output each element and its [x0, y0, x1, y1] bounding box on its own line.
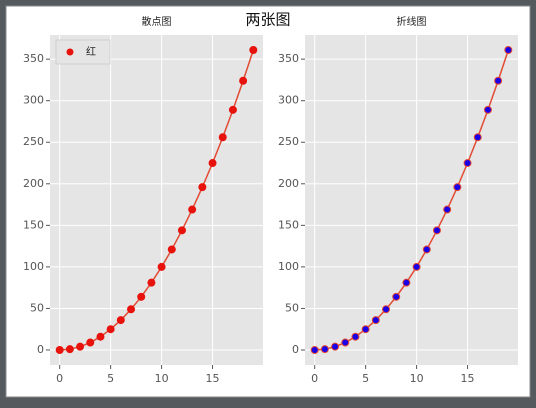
point	[402, 278, 411, 287]
y-tick-label: 50	[285, 301, 299, 314]
point	[147, 278, 156, 287]
legend-label: 红	[86, 45, 96, 58]
y-tick-label: 350	[278, 52, 299, 65]
x-tick-label: 15	[461, 372, 475, 385]
point	[167, 245, 176, 254]
point	[473, 133, 482, 142]
x-tick-label: 0	[56, 372, 63, 385]
point	[65, 345, 74, 354]
point	[198, 183, 207, 192]
point	[341, 338, 350, 347]
point	[453, 183, 462, 192]
point	[96, 332, 105, 341]
point	[494, 76, 503, 85]
x-tick-label: 10	[410, 372, 424, 385]
point	[106, 325, 115, 334]
x-tick-label: 15	[206, 372, 220, 385]
y-tick-label: 250	[23, 135, 44, 148]
y-tick-label: 150	[278, 218, 299, 231]
point	[127, 305, 136, 314]
point	[218, 133, 227, 142]
point	[208, 159, 217, 168]
y-tick-label: 100	[278, 260, 299, 273]
point	[76, 342, 85, 351]
point	[351, 332, 360, 341]
y-tick-label: 200	[23, 177, 44, 190]
y-tick-label: 100	[23, 260, 44, 273]
figure-title: 两张图	[245, 11, 290, 29]
chart-title: 散点图	[142, 15, 172, 28]
legend-marker	[66, 48, 74, 56]
point	[116, 316, 125, 325]
point	[320, 345, 329, 354]
x-tick-label: 10	[155, 372, 169, 385]
point	[157, 262, 166, 271]
point	[504, 46, 513, 54]
y-tick-label: 0	[37, 343, 44, 356]
plot-area	[50, 35, 263, 365]
point	[432, 226, 441, 235]
point	[412, 262, 421, 271]
y-tick-label: 50	[30, 301, 44, 314]
y-tick-label: 150	[23, 218, 44, 231]
point	[422, 245, 431, 254]
legend-box	[55, 39, 111, 65]
point	[331, 342, 340, 351]
point	[310, 346, 319, 354]
y-tick-label: 0	[292, 343, 299, 356]
y-tick-label: 350	[23, 52, 44, 65]
point	[392, 292, 401, 301]
point	[86, 338, 95, 347]
point	[55, 346, 64, 354]
point	[137, 292, 146, 301]
x-tick-label: 0	[311, 372, 318, 385]
point	[239, 76, 248, 85]
point	[443, 205, 452, 214]
point	[228, 105, 237, 114]
y-tick-label: 300	[23, 94, 44, 107]
x-tick-label: 5	[362, 372, 369, 385]
point	[483, 105, 492, 114]
y-tick-label: 300	[278, 94, 299, 107]
point	[177, 226, 186, 235]
x-tick-label: 5	[107, 372, 114, 385]
plot-area	[305, 35, 518, 365]
y-tick-label: 250	[278, 135, 299, 148]
point	[249, 46, 258, 54]
chart-title: 折线图	[397, 15, 427, 28]
point	[382, 305, 391, 314]
point	[188, 205, 197, 214]
y-tick-label: 200	[278, 177, 299, 190]
point	[371, 316, 380, 325]
point	[463, 159, 472, 168]
point	[361, 325, 370, 334]
